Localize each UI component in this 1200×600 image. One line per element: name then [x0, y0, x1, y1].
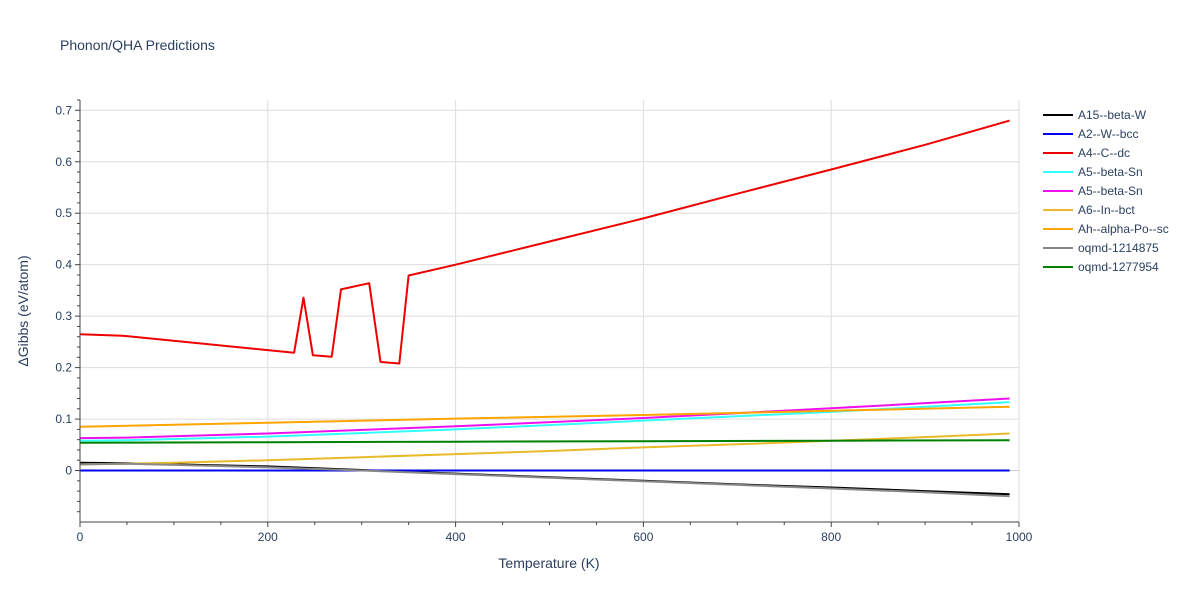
- legend-label-3: A5--beta-Sn: [1078, 165, 1143, 179]
- legend-item-7[interactable]: oqmd-1214875: [1043, 241, 1159, 255]
- y-tick-label-4: 0.4: [55, 258, 72, 272]
- series-line-7[interactable]: [79, 462, 1010, 498]
- series-line-3[interactable]: [79, 401, 1010, 442]
- x-tick-label-3: 600: [633, 530, 653, 544]
- series-layer[interactable]: [79, 119, 1010, 498]
- x-tick-label-0: 0: [77, 530, 84, 544]
- axis-layer: 0 200 400 600 800 1000 0 0.1 0.2 0.3 0.4 0.5 0.6 0.7: [55, 99, 1033, 544]
- legend-label-0: A15--beta-W: [1078, 108, 1147, 122]
- y-tick-label-2: 0.2: [55, 361, 72, 375]
- x-tick-label-5: 1000: [1006, 530, 1033, 544]
- legend-label-2: A4--C--dc: [1078, 146, 1130, 160]
- series-line-6[interactable]: [79, 405, 1010, 428]
- grid-layer: [80, 100, 1020, 522]
- legend-label-7: oqmd-1214875: [1078, 241, 1159, 255]
- x-tick-label-1: 200: [258, 530, 278, 544]
- legend-item-1[interactable]: A2--W--bcc: [1043, 127, 1138, 141]
- legend[interactable]: A15--beta-W A2--W--bcc A4--C--dc A5--beta-S…: [1043, 108, 1169, 274]
- y-tick-label-7: 0.7: [55, 103, 72, 117]
- legend-item-6[interactable]: Ah--alpha-Po--sc: [1043, 222, 1169, 236]
- y-tick-label-3: 0.3: [55, 309, 72, 323]
- legend-item-5[interactable]: A6--In--bct: [1043, 203, 1135, 217]
- x-axis-title: Temperature (K): [498, 555, 599, 571]
- y-tick-label-0: 0: [65, 464, 72, 478]
- series-line-2[interactable]: [79, 119, 1010, 365]
- legend-item-4[interactable]: A5--beta-Sn: [1043, 184, 1143, 198]
- legend-item-0[interactable]: A15--beta-W: [1043, 108, 1147, 122]
- chart-title: Phonon/QHA Predictions: [60, 37, 215, 53]
- x-tick-label-2: 400: [446, 530, 466, 544]
- y-tick-label-1: 0.1: [55, 412, 72, 426]
- legend-item-8[interactable]: oqmd-1277954: [1043, 260, 1159, 274]
- series-line-8[interactable]: [79, 439, 1010, 444]
- y-tick-label-5: 0.5: [55, 206, 72, 220]
- series-line-4[interactable]: [79, 397, 1010, 440]
- series-line-5[interactable]: [79, 432, 1010, 466]
- y-axis-title: ΔGibbs (eV/atom): [15, 255, 31, 366]
- legend-label-5: A6--In--bct: [1078, 203, 1135, 217]
- legend-item-3[interactable]: A5--beta-Sn: [1043, 165, 1143, 179]
- legend-item-2[interactable]: A4--C--dc: [1043, 146, 1130, 160]
- legend-label-8: oqmd-1277954: [1078, 260, 1159, 274]
- legend-label-1: A2--W--bcc: [1078, 127, 1138, 141]
- legend-label-4: A5--beta-Sn: [1078, 184, 1143, 198]
- legend-label-6: Ah--alpha-Po--sc: [1078, 222, 1169, 236]
- y-tick-label-6: 0.6: [55, 155, 72, 169]
- x-tick-label-4: 800: [821, 530, 841, 544]
